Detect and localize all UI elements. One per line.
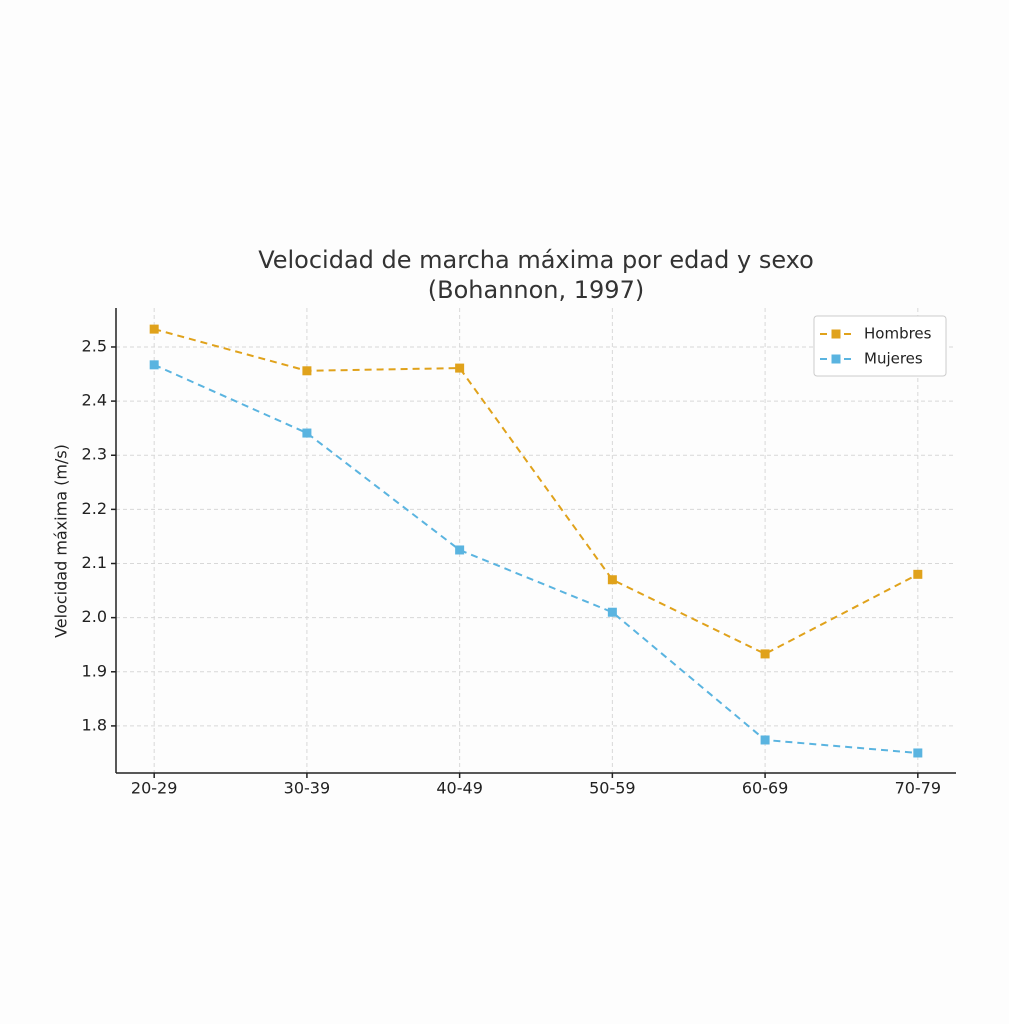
- chart-subtitle: (Bohannon, 1997): [428, 276, 644, 304]
- y-axis-label: Velocidad máxima (m/s): [52, 444, 71, 638]
- data-point: [607, 575, 617, 585]
- y-tick-label: 2.3: [82, 445, 107, 464]
- chart-title: Velocidad de marcha máxima por edad y se…: [258, 246, 814, 274]
- x-tick-label: 40-49: [436, 779, 483, 798]
- legend-label: Mujeres: [864, 350, 923, 368]
- legend-label: Hombres: [864, 325, 932, 343]
- y-tick-label: 1.9: [82, 661, 107, 680]
- data-point: [913, 748, 923, 758]
- y-tick-label: 1.8: [82, 715, 107, 734]
- series-line: [153, 328, 919, 656]
- x-tick-label: 60-69: [742, 779, 789, 798]
- data-point: [302, 428, 312, 438]
- x-tick-label: 20-29: [131, 779, 178, 798]
- y-tick-label: 2.2: [82, 499, 107, 518]
- series-line: [153, 363, 918, 754]
- data-point: [149, 360, 159, 370]
- x-tick-label: 30-39: [284, 779, 331, 798]
- y-tick-label: 2.0: [82, 607, 107, 626]
- data-point: [760, 649, 770, 659]
- y-tick-label: 2.4: [82, 391, 107, 410]
- legend-box: [813, 315, 947, 377]
- legend-marker: [831, 354, 841, 364]
- x-tick-label: 50-59: [589, 779, 636, 798]
- data-point: [760, 735, 770, 745]
- data-point: [455, 363, 465, 373]
- y-tick-label: 2.1: [82, 553, 107, 572]
- x-tick-label: 70-79: [895, 779, 942, 798]
- data-point: [913, 569, 923, 579]
- data-point: [455, 545, 465, 555]
- y-tick-label: 2.5: [82, 336, 107, 355]
- data-point: [607, 607, 617, 617]
- data-point: [149, 324, 159, 334]
- legend-marker: [831, 329, 841, 339]
- data-point: [302, 366, 312, 376]
